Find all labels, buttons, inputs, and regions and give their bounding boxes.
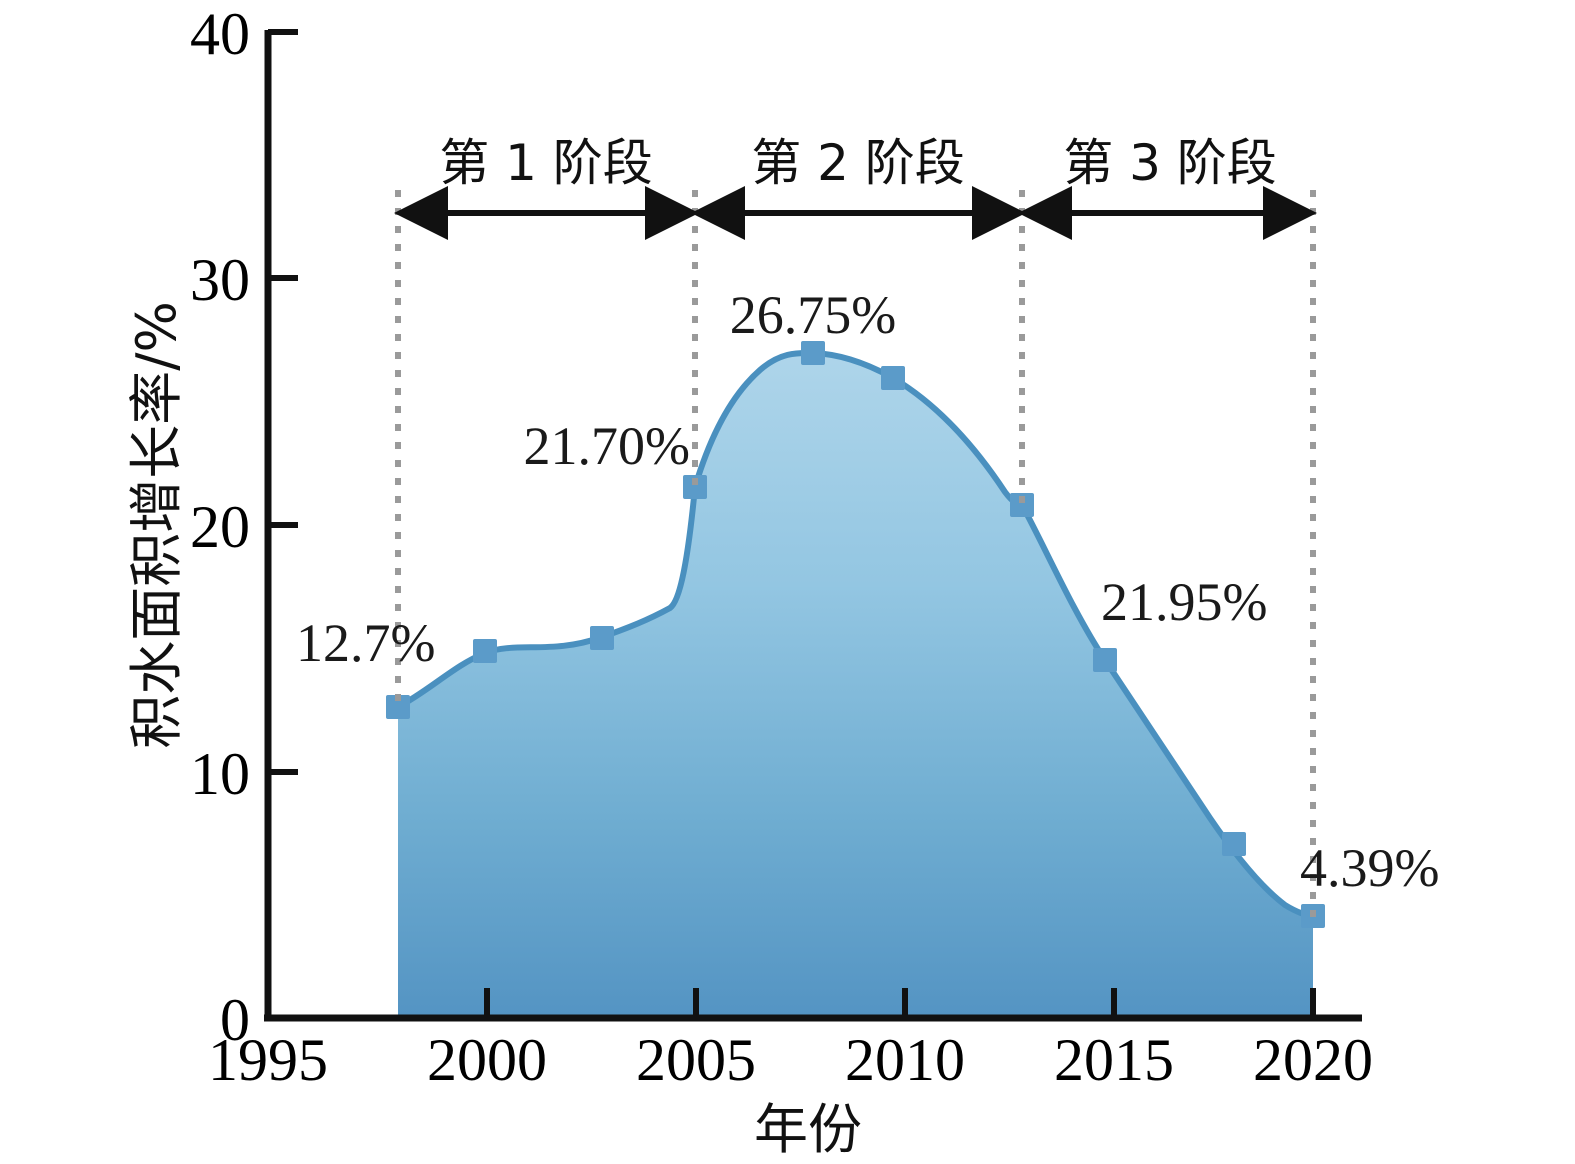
x-tick-label-1995: 1995 xyxy=(208,1027,328,1093)
data-point-marker xyxy=(590,626,614,650)
x-tick-label-2020: 2020 xyxy=(1253,1027,1373,1093)
y-tick-label-10: 10 xyxy=(190,741,250,807)
area-fill xyxy=(398,352,1313,1016)
data-point-marker xyxy=(801,341,825,365)
plot-area xyxy=(386,341,1325,1016)
y-tick-label-30: 30 xyxy=(190,247,250,313)
y-axis-title: 积水面积增长率/% xyxy=(125,301,188,749)
phase-label-2: 第 2 阶段 xyxy=(751,134,965,192)
phase-marker-lines xyxy=(395,190,1316,918)
y-tick-label-0: 0 xyxy=(220,987,250,1053)
phase-label-3: 第 3 阶段 xyxy=(1063,134,1277,192)
point-annotation-1998: 12.7% xyxy=(296,613,435,673)
data-point-marker xyxy=(473,639,497,663)
y-tick-label-40: 40 xyxy=(190,1,250,67)
data-point-marker xyxy=(1010,493,1034,517)
y-tick-label-20: 20 xyxy=(190,494,250,560)
data-point-marker xyxy=(1093,648,1117,672)
data-point-marker xyxy=(1222,832,1246,856)
x-tick-label-2010: 2010 xyxy=(845,1027,965,1093)
point-annotation-2005: 21.70% xyxy=(524,416,690,476)
data-point-marker xyxy=(881,366,905,390)
x-tick-label-2015: 2015 xyxy=(1054,1027,1174,1093)
point-annotation-2020: 4.39% xyxy=(1300,838,1439,898)
x-tick-label-2005: 2005 xyxy=(636,1027,756,1093)
x-axis-ticks xyxy=(265,988,1316,1018)
y-axis-ticks xyxy=(268,29,298,1021)
data-markers xyxy=(386,341,1325,928)
data-point-marker xyxy=(683,475,707,499)
point-annotation-2013: 21.95% xyxy=(1101,572,1267,632)
phase-label-1: 第 1 阶段 xyxy=(439,134,653,192)
point-annotation-2008: 26.75% xyxy=(730,285,896,345)
x-tick-label-2000: 2000 xyxy=(427,1027,547,1093)
x-axis-title: 年份 xyxy=(754,1098,862,1161)
data-point-marker xyxy=(386,695,410,719)
